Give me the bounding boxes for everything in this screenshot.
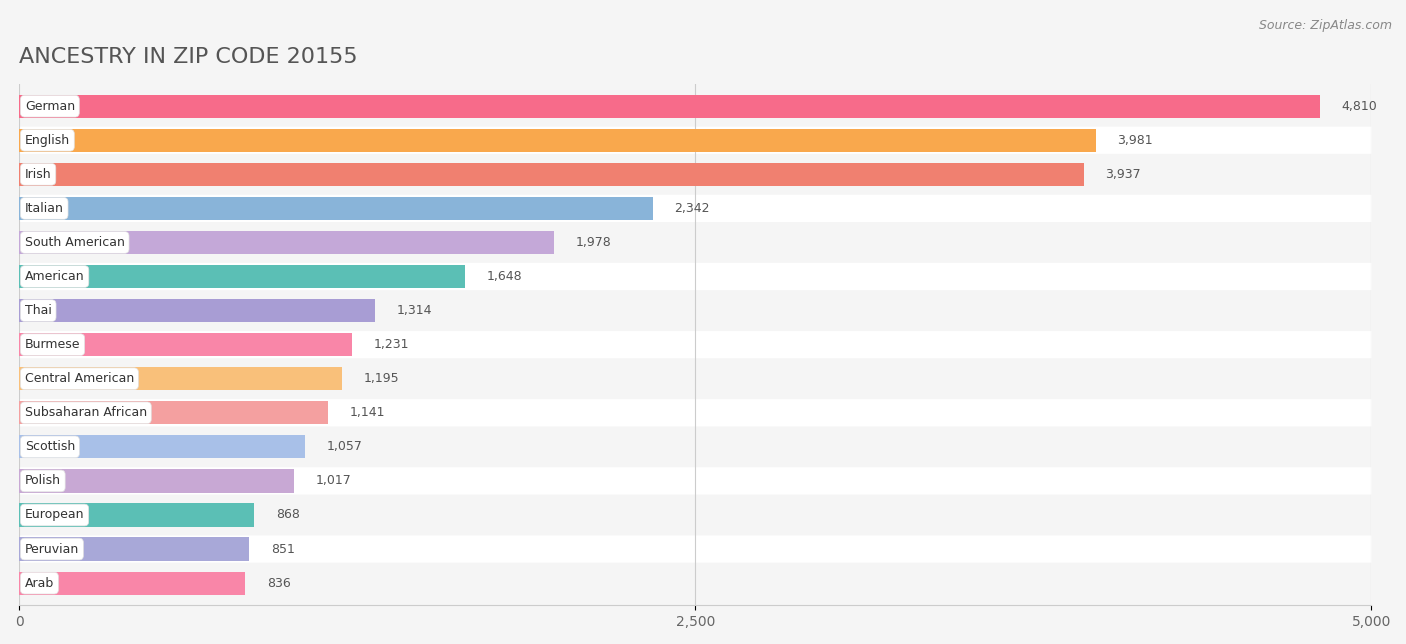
FancyBboxPatch shape [20, 365, 1371, 392]
FancyBboxPatch shape [20, 331, 1371, 358]
Bar [20, 538, 249, 561]
Bar [20, 572, 246, 594]
Text: English: English [25, 134, 70, 147]
FancyBboxPatch shape [20, 297, 1371, 324]
Bar [20, 367, 343, 390]
Bar [20, 95, 1320, 118]
Bar [20, 163, 1084, 186]
FancyBboxPatch shape [20, 194, 1371, 222]
Text: 2,342: 2,342 [675, 202, 710, 215]
Text: 868: 868 [276, 509, 299, 522]
Text: 851: 851 [271, 542, 295, 556]
Bar [20, 299, 374, 322]
Text: 1,017: 1,017 [316, 475, 352, 488]
Text: Subsaharan African: Subsaharan African [25, 406, 146, 419]
Bar [20, 333, 353, 356]
FancyBboxPatch shape [20, 399, 1371, 426]
Text: Arab: Arab [25, 576, 53, 590]
Text: 4,810: 4,810 [1341, 100, 1378, 113]
FancyBboxPatch shape [20, 535, 1371, 563]
Text: Central American: Central American [25, 372, 134, 385]
Text: German: German [25, 100, 75, 113]
Bar [20, 231, 554, 254]
Bar [20, 265, 465, 288]
Bar [20, 504, 254, 527]
Text: Polish: Polish [25, 475, 60, 488]
Text: Peruvian: Peruvian [25, 542, 79, 556]
FancyBboxPatch shape [20, 127, 1371, 154]
FancyBboxPatch shape [20, 433, 1371, 460]
Text: 1,978: 1,978 [576, 236, 612, 249]
Text: American: American [25, 270, 84, 283]
Text: 1,195: 1,195 [364, 372, 399, 385]
Text: 3,981: 3,981 [1118, 134, 1153, 147]
Text: 1,057: 1,057 [326, 440, 363, 453]
Text: Thai: Thai [25, 304, 52, 317]
Bar [20, 435, 305, 459]
Text: Burmese: Burmese [25, 338, 80, 351]
FancyBboxPatch shape [20, 229, 1371, 256]
Text: 1,141: 1,141 [350, 406, 385, 419]
Text: South American: South American [25, 236, 125, 249]
FancyBboxPatch shape [20, 468, 1371, 495]
Text: ANCESTRY IN ZIP CODE 20155: ANCESTRY IN ZIP CODE 20155 [20, 47, 359, 67]
FancyBboxPatch shape [20, 263, 1371, 290]
FancyBboxPatch shape [20, 161, 1371, 188]
Text: 1,314: 1,314 [396, 304, 432, 317]
FancyBboxPatch shape [20, 502, 1371, 529]
Text: 836: 836 [267, 576, 291, 590]
FancyBboxPatch shape [20, 93, 1371, 120]
Bar [20, 469, 294, 493]
Text: Scottish: Scottish [25, 440, 75, 453]
Text: 1,648: 1,648 [486, 270, 522, 283]
Bar [20, 197, 652, 220]
Text: Irish: Irish [25, 168, 52, 181]
Text: European: European [25, 509, 84, 522]
Bar [20, 129, 1095, 152]
FancyBboxPatch shape [20, 569, 1371, 597]
Text: 1,231: 1,231 [374, 338, 409, 351]
Text: Italian: Italian [25, 202, 63, 215]
Bar [20, 401, 328, 424]
Text: Source: ZipAtlas.com: Source: ZipAtlas.com [1258, 19, 1392, 32]
Text: 3,937: 3,937 [1105, 168, 1142, 181]
